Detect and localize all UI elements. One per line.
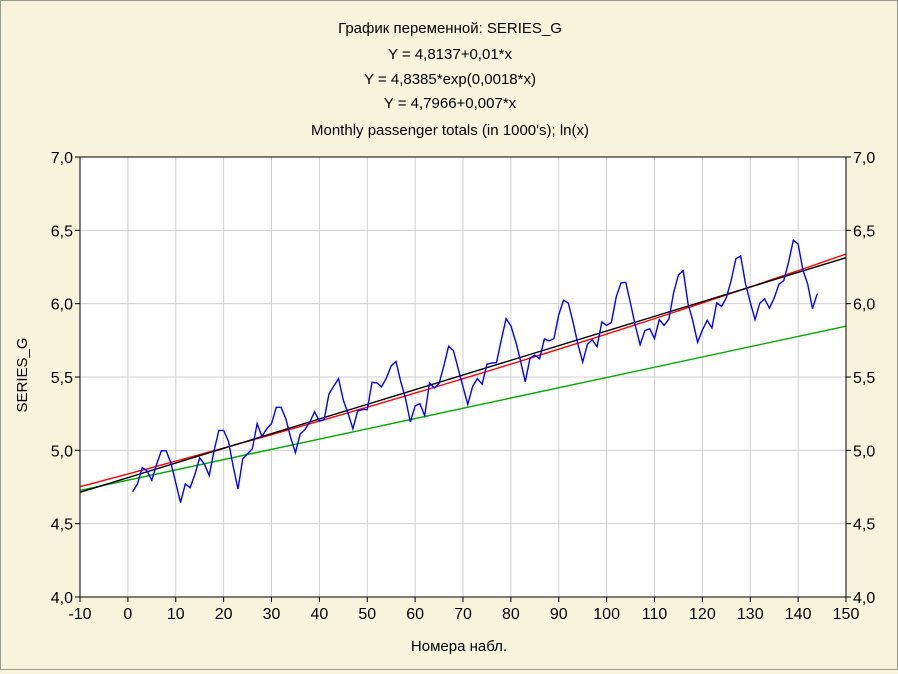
y-axis-right: 4,0 4,5 5,0 5,5 6,0 6,5 7,0	[853, 150, 875, 607]
y-tick-label-left: 6,0	[51, 297, 73, 314]
y-tick-label-left: 4,5	[51, 517, 73, 534]
title-line-2: Y = 4,8137+0,01*x	[388, 46, 512, 63]
x-tick-label: 70	[454, 606, 472, 623]
y-tick-label-right: 6,0	[853, 297, 875, 314]
series-layer	[79, 238, 847, 503]
y-tick-label-right: 4,0	[853, 590, 875, 607]
x-tick-label: 60	[406, 606, 424, 623]
x-tick-label: 140	[785, 606, 812, 623]
x-tick-label: 10	[167, 606, 185, 623]
grid	[80, 157, 846, 597]
x-tick-label: 150	[833, 606, 860, 623]
x-tick-label: 40	[310, 606, 328, 623]
x-tick-label: 50	[358, 606, 376, 623]
y-tick-label-right: 5,5	[853, 370, 875, 387]
x-tick-label: 100	[593, 606, 620, 623]
y-tick-label-left: 5,5	[51, 370, 73, 387]
title-line-4: Y = 4,7966+0,007*x	[384, 95, 517, 112]
ticks	[75, 156, 851, 602]
x-tick-label: 20	[215, 606, 233, 623]
x-axis-label: Номера набл.	[411, 638, 507, 655]
x-tick-label: 80	[502, 606, 520, 623]
title-line-1: График переменной: SERIES_G	[338, 20, 562, 37]
y-axis-label: SERIES_G	[14, 337, 31, 412]
series-line-1	[132, 238, 818, 503]
y-tick-label-right: 7,0	[853, 150, 875, 167]
title-line-5: Monthly passenger totals (in 1000's); ln…	[311, 122, 589, 139]
x-tick-label: 30	[263, 606, 281, 623]
y-tick-label-left: 4,0	[51, 590, 73, 607]
x-tick-label: -10	[68, 606, 91, 623]
x-tick-label: 120	[689, 606, 716, 623]
x-axis: -10 0 10 20 30 40 50 60 70 80 90 100 110 120 130 140 150	[68, 606, 859, 623]
x-tick-label: 90	[550, 606, 568, 623]
y-axis-left: 4,0 4,5 5,0 5,5 6,0 6,5 7,0	[51, 150, 73, 607]
series-line-2	[79, 256, 847, 493]
chart-title: График переменной: SERIES_G Y = 4,8137+0…	[311, 20, 589, 139]
x-tick-label: 0	[123, 606, 132, 623]
y-tick-label-right: 5,0	[853, 443, 875, 460]
series-line-3	[79, 253, 847, 488]
y-tick-label-right: 4,5	[853, 517, 875, 534]
x-tick-label: 110	[642, 606, 668, 623]
x-tick-label: 130	[737, 606, 764, 623]
series-line-4	[79, 325, 847, 492]
y-tick-label-left: 6,5	[51, 223, 73, 240]
y-tick-label-right: 6,5	[853, 223, 875, 240]
y-tick-label-left: 5,0	[51, 443, 73, 460]
y-tick-label-left: 7,0	[51, 150, 73, 167]
title-line-3: Y = 4,8385*exp(0,0018*x)	[364, 71, 536, 88]
